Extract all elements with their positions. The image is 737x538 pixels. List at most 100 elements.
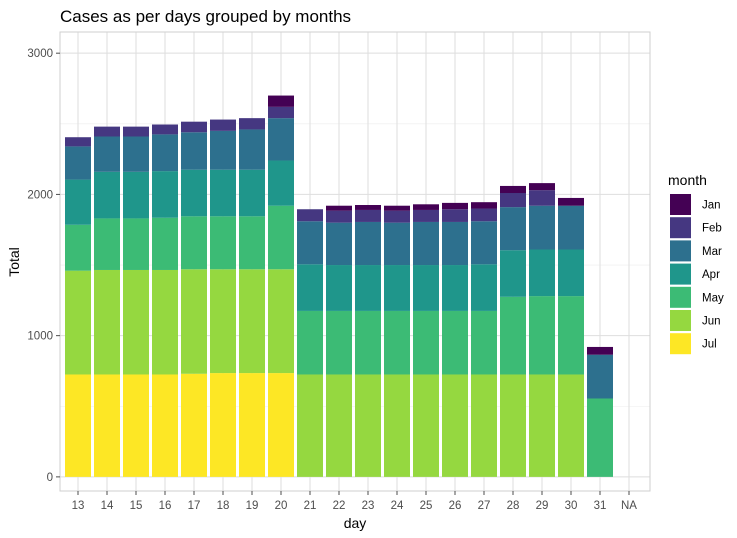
bar-segment-apr-day-26 [442,265,468,311]
bar-segment-apr-day-17 [181,169,207,217]
x-tick-label: 31 [594,500,607,512]
bar-segment-feb-day-23 [355,209,381,222]
legend-label-apr: Apr [702,269,720,281]
chart-title: Cases as per days grouped by months [60,7,351,26]
bar-segment-feb-day-26 [442,209,468,222]
legend-key-feb [670,217,691,239]
x-tick-label: 14 [101,500,114,512]
bar-segment-jul-day-16 [152,374,178,477]
bar-segment-jan-day-31 [587,346,613,355]
bar-segment-apr-day-23 [355,265,381,311]
x-tick-label: 21 [304,500,317,512]
bar-segment-jan-day-24 [384,205,410,211]
x-tick-label: 18 [217,500,230,512]
bar-segment-jul-day-19 [239,373,265,477]
bar-segment-feb-day-27 [471,208,497,222]
bar-segment-feb-day-13 [65,137,91,147]
bar-segment-may-day-23 [355,310,381,375]
bar-segment-mar-day-30 [558,205,584,250]
bar-segment-jul-day-14 [94,374,120,477]
bar-segment-feb-day-21 [297,209,323,222]
x-tick-label: 17 [188,500,201,512]
bar-segment-jul-day-13 [65,374,91,477]
bar-segment-apr-day-14 [94,171,120,219]
bar-segment-jul-day-20 [268,373,294,477]
bar-segment-apr-day-16 [152,171,178,218]
bars [65,95,613,477]
bar-segment-may-day-25 [413,310,439,375]
bar-segment-jun-day-17 [181,269,207,374]
bar-segment-feb-day-16 [152,124,178,135]
bar-segment-feb-day-15 [123,126,149,137]
y-tick-label: 1000 [27,331,53,343]
bar-segment-jun-day-13 [65,270,91,375]
bar-segment-apr-day-13 [65,179,91,225]
bar-segment-mar-day-16 [152,134,178,172]
bar-segment-feb-day-28 [500,193,526,208]
bar-segment-may-day-16 [152,217,178,270]
bar-segment-jan-day-26 [442,202,468,210]
bar-segment-jun-day-24 [384,374,410,477]
bar-segment-jun-day-15 [123,269,149,375]
bar-segment-apr-day-20 [268,160,294,206]
x-tick-label: 20 [275,500,288,512]
bar-segment-may-day-21 [297,310,323,375]
bar-segment-jan-day-29 [529,183,555,191]
legend-key-may [670,286,691,308]
bar-segment-mar-day-17 [181,132,207,170]
bar-segment-jun-day-23 [355,374,381,477]
bar-segment-jan-day-23 [355,205,381,210]
bar-segment-jun-day-22 [326,374,352,477]
x-tick-label: 24 [391,500,404,512]
x-axis-title: day [344,515,367,531]
x-axis: 13 14 15 16 17 18 19 20 21 22 23 24 25 26 27 28 29 30 31 NA [72,491,637,512]
bar-segment-may-day-31 [587,398,613,477]
bar-segment-apr-day-19 [239,169,265,217]
bar-segment-jun-day-29 [529,374,555,477]
bar-segment-jul-day-15 [123,374,149,477]
x-tick-label: 30 [565,500,578,512]
bar-segment-may-day-30 [558,296,584,375]
legend-label-jul: Jul [702,339,717,351]
bar-segment-jun-day-25 [413,374,439,477]
bar-segment-may-day-18 [210,216,236,270]
bar-segment-jun-day-27 [471,374,497,477]
bar-segment-jan-day-25 [413,204,439,210]
bar-segment-feb-day-22 [326,210,352,223]
bar-segment-jun-day-20 [268,269,294,374]
bar-segment-may-day-14 [94,218,120,270]
bar-segment-jul-day-18 [210,373,236,477]
bar-segment-apr-day-21 [297,264,323,311]
bar-segment-mar-day-26 [442,221,468,266]
bar-segment-jan-day-20 [268,95,294,107]
bar-segment-jul-day-17 [181,373,207,477]
bar-segment-mar-day-29 [529,205,555,250]
legend-label-feb: Feb [702,223,722,235]
legend-key-jan [670,194,691,215]
bar-segment-may-day-29 [529,296,555,375]
bar-segment-mar-day-18 [210,130,236,170]
bar-segment-feb-day-18 [210,119,236,131]
bar-segment-apr-day-15 [123,171,149,219]
x-tick-label: 28 [507,500,520,512]
bar-segment-jan-day-22 [326,205,352,211]
bar-segment-feb-day-24 [384,210,410,223]
bar-segment-jun-day-28 [500,374,526,477]
bar-segment-mar-day-24 [384,222,410,266]
bar-segment-apr-day-27 [471,264,497,311]
bar-segment-may-day-27 [471,310,497,375]
legend-key-apr [670,263,691,285]
legend-label-jan: Jan [702,200,721,212]
bar-segment-jun-day-19 [239,269,265,374]
bar-segment-mar-day-22 [326,222,352,266]
bar-segment-apr-day-24 [384,265,410,311]
bar-segment-mar-day-23 [355,221,381,266]
bar-segment-jun-day-18 [210,269,236,374]
y-tick-label: 0 [47,472,53,484]
panel-border [59,31,651,492]
y-axis-title: Total [6,247,22,277]
bar-segment-feb-day-20 [268,106,294,119]
legend-label-jun: Jun [702,316,721,328]
bar-segment-may-day-13 [65,224,91,271]
bar-segment-jan-day-28 [500,185,526,194]
